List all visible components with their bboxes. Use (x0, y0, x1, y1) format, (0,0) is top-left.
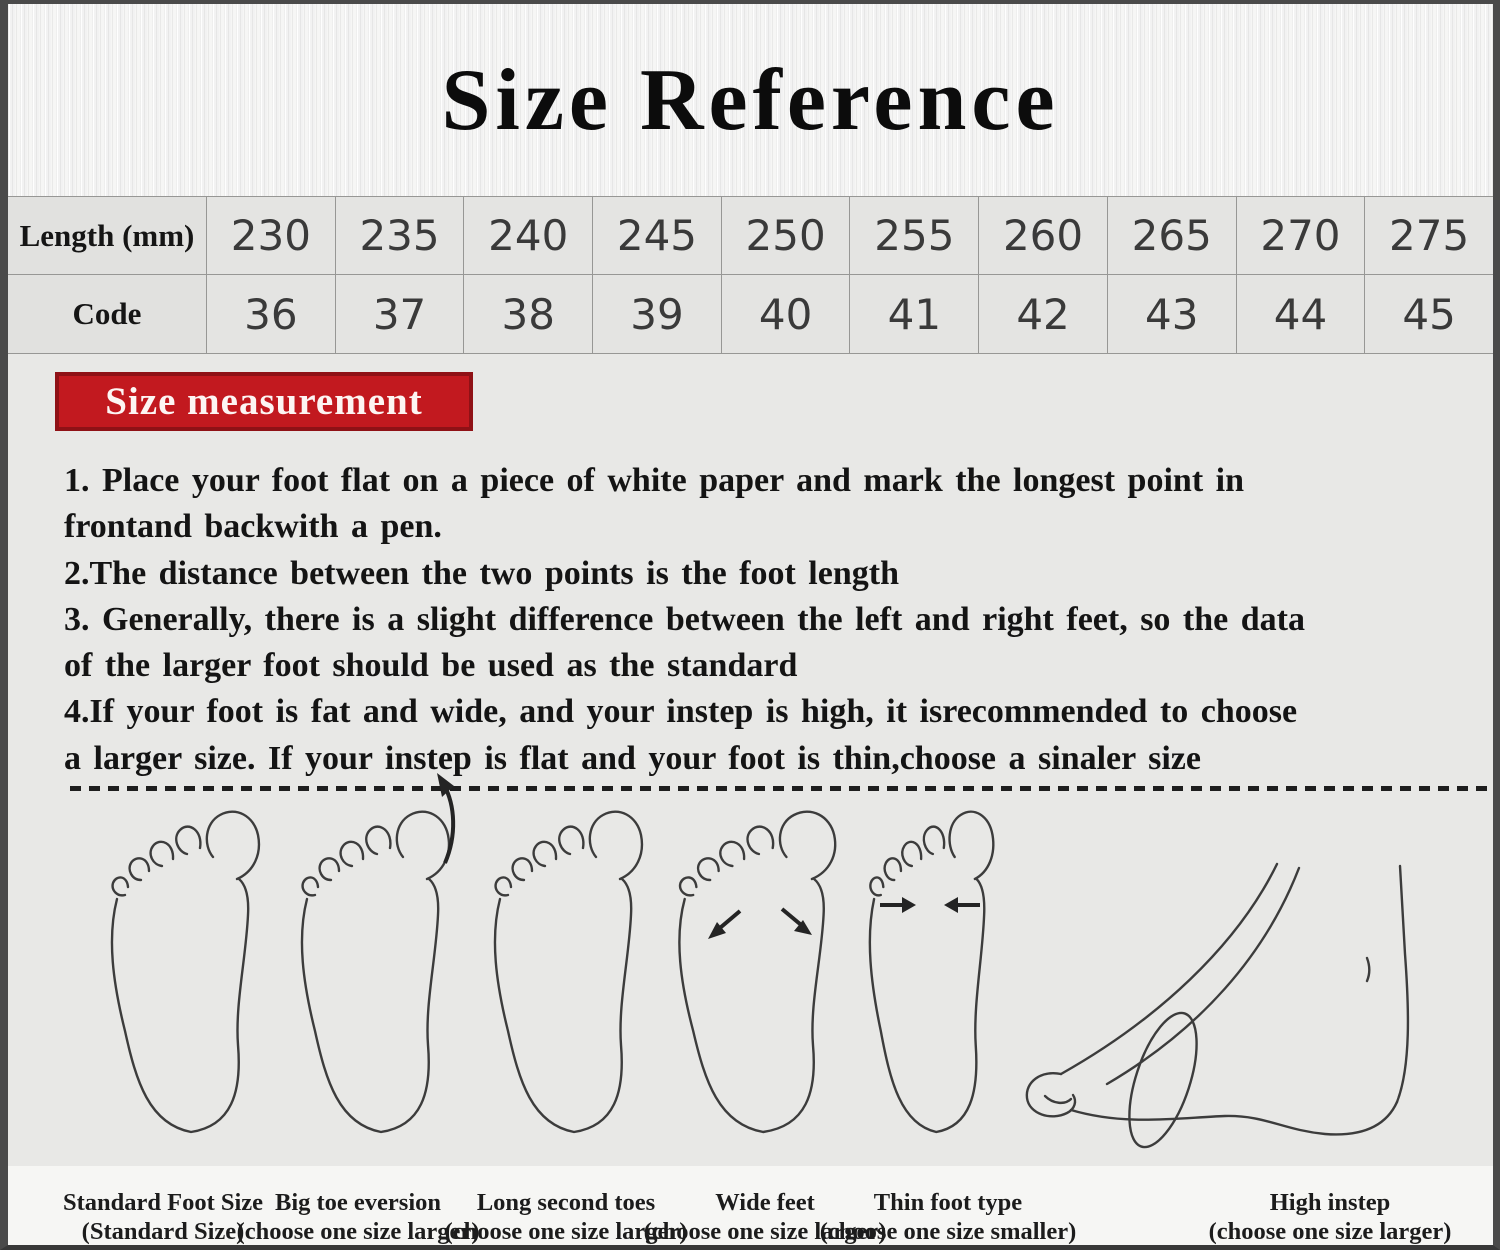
foot-type-label-high-instep: High instep (choose one size larger) (1209, 1188, 1452, 1246)
size-table: Length (mm) 230 235 240 245 250 255 260 … (8, 196, 1493, 354)
foot-type-note: (Standard Size) (81, 1218, 245, 1245)
foot-type-label-eversion: Big toe eversion (choose one size larger… (237, 1188, 480, 1246)
code-cell: 42 (978, 275, 1107, 353)
wide-foot-illustration (678, 810, 837, 1134)
length-cell: 250 (720, 197, 850, 275)
foot-type-name: Long second toes (476, 1189, 656, 1216)
high-instep-foot-illustration (1025, 862, 1410, 1149)
foot-type-label-wide: Wide feet (choose one size larger) (644, 1188, 887, 1246)
size-measurement-banner: Size measurement (55, 372, 473, 431)
long-second-toes-foot-illustration (493, 810, 644, 1134)
measure-dashed-line (70, 786, 1490, 791)
code-cell: 38 (463, 275, 592, 353)
code-cell: 36 (206, 275, 335, 353)
foot-type-name: Standard Foot Size (62, 1189, 264, 1216)
length-cell: 240 (463, 197, 593, 275)
foot-type-label-thin: Thin foot type (choose one size smaller) (820, 1188, 1077, 1246)
instep-girth-loop (1128, 1011, 1198, 1149)
code-cell: 43 (1106, 275, 1236, 353)
eversion-arrow-icon (437, 773, 456, 864)
code-cell: 41 (849, 275, 978, 353)
foot-type-name: Thin foot type (873, 1189, 1023, 1216)
code-cell: 44 (1235, 275, 1365, 353)
page-title: Size Reference (441, 51, 1060, 149)
title-band: Size Reference (8, 4, 1493, 196)
code-cell: 40 (720, 275, 850, 353)
foot-type-name: Wide feet (715, 1189, 815, 1216)
code-cell: 37 (334, 275, 464, 353)
foot-type-note: (choose one size larger) (1208, 1218, 1452, 1245)
standard-foot-illustration (110, 810, 261, 1134)
foot-type-label-standard: Standard Foot Size (Standard Size) (63, 1188, 263, 1246)
foot-type-note: (choose one size larger) (444, 1218, 688, 1245)
foot-type-name: High instep (1269, 1189, 1391, 1216)
foot-type-label-long-second-toes: Long second toes (choose one size larger… (445, 1188, 688, 1246)
instruction-line: 3. Generally, there is a slight differen… (64, 600, 1305, 638)
length-cell: 265 (1106, 197, 1236, 275)
size-table-row-header-code: Code (8, 275, 206, 353)
foot-type-labels-band: Standard Foot Size (Standard Size) Big t… (8, 1166, 1493, 1245)
instruction-line: 1. Place your foot flat on a piece of wh… (64, 462, 1244, 499)
size-measurement-heading: Size measurement (105, 380, 423, 423)
foot-type-note: (choose one size larger) (236, 1218, 480, 1245)
instruction-line: a larger size. If your instep is flat an… (64, 739, 1201, 777)
instruction-line: 4.If your foot is fat and wide, and your… (64, 693, 1298, 731)
length-cell: 275 (1364, 197, 1493, 275)
foot-type-note: (choose one size larger) (643, 1218, 887, 1245)
instruction-line: of the larger foot should be used as the… (64, 647, 798, 685)
size-table-row-header-length: Length (mm) (8, 197, 206, 275)
foot-type-note: (choose one size smaller) (819, 1218, 1077, 1245)
code-cell: 45 (1364, 275, 1493, 353)
instruction-line: 2.The distance between the two points is… (64, 554, 899, 592)
length-cell: 270 (1235, 197, 1365, 275)
instruction-line: frontand backwith a pen. (64, 508, 442, 546)
length-cell: 235 (334, 197, 464, 275)
length-cell: 255 (849, 197, 979, 275)
length-cell: 230 (206, 197, 335, 275)
thin-arrows-icon (880, 897, 980, 913)
length-cell: 260 (978, 197, 1107, 275)
foot-type-name: Big toe eversion (274, 1189, 442, 1216)
wide-arrows-icon (708, 907, 812, 939)
measurement-instructions: 1. Place your foot flat on a piece of wh… (64, 458, 1464, 782)
thin-foot-illustration (868, 810, 995, 1134)
big-toe-eversion-foot-illustration (300, 773, 456, 1134)
length-cell: 245 (592, 197, 721, 275)
code-cell: 39 (592, 275, 721, 353)
